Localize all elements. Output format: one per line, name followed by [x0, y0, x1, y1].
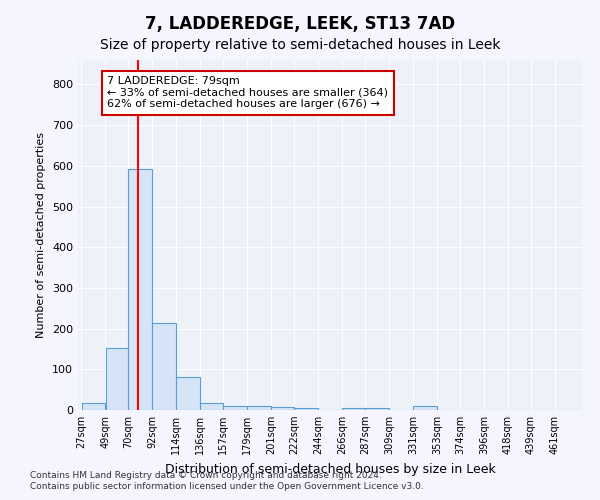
- Bar: [106, 348, 128, 410]
- Bar: [413, 406, 437, 410]
- Text: Size of property relative to semi-detached houses in Leek: Size of property relative to semi-detach…: [100, 38, 500, 52]
- Bar: [294, 408, 318, 410]
- Bar: [152, 322, 176, 410]
- Bar: [365, 408, 389, 410]
- Text: Contains public sector information licensed under the Open Government Licence v3: Contains public sector information licen…: [30, 482, 424, 491]
- Bar: [271, 406, 294, 410]
- Bar: [247, 406, 271, 410]
- X-axis label: Distribution of semi-detached houses by size in Leek: Distribution of semi-detached houses by …: [164, 462, 496, 475]
- Bar: [128, 168, 152, 410]
- Bar: [342, 408, 365, 410]
- Bar: [200, 402, 223, 410]
- Y-axis label: Number of semi-detached properties: Number of semi-detached properties: [37, 132, 46, 338]
- Bar: [82, 402, 105, 410]
- Text: 7 LADDEREDGE: 79sqm
← 33% of semi-detached houses are smaller (364)
62% of semi-: 7 LADDEREDGE: 79sqm ← 33% of semi-detach…: [107, 76, 388, 110]
- Bar: [176, 378, 200, 410]
- Bar: [223, 406, 247, 410]
- Text: Contains HM Land Registry data © Crown copyright and database right 2024.: Contains HM Land Registry data © Crown c…: [30, 470, 382, 480]
- Text: 7, LADDEREDGE, LEEK, ST13 7AD: 7, LADDEREDGE, LEEK, ST13 7AD: [145, 15, 455, 33]
